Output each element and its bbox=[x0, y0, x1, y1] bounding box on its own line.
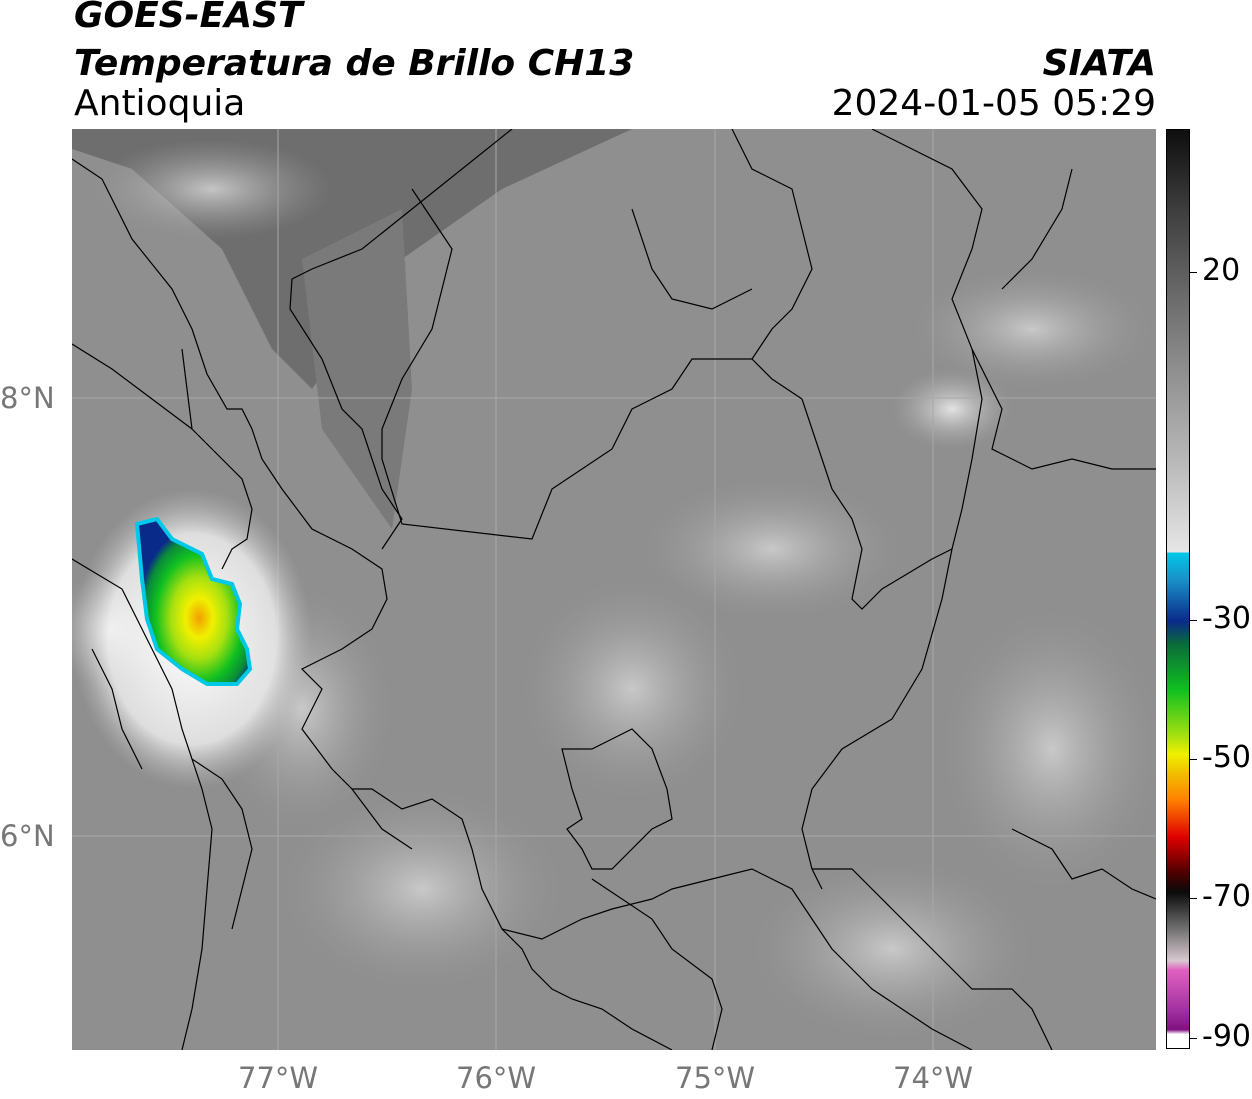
title-satellite: GOES-EAST bbox=[74, 0, 303, 36]
colorbar-label-minus70: -70 bbox=[1202, 879, 1251, 914]
colorbar-label-20: 20 bbox=[1202, 253, 1241, 288]
lon-label-77w: 77°W bbox=[238, 1061, 319, 1095]
title-product: Temperatura de Brillo CH13 bbox=[74, 43, 635, 84]
lon-label-74w: 74°W bbox=[893, 1061, 974, 1095]
lat-label-6n: 6°N bbox=[0, 819, 55, 853]
colorbar-label-minus50: -50 bbox=[1202, 740, 1251, 775]
map-canvas bbox=[72, 129, 1156, 1050]
brand-label: SIATA bbox=[1042, 43, 1156, 84]
colorbar-label-minus90: -90 bbox=[1202, 1019, 1251, 1054]
colorbar-label-minus30: -30 bbox=[1202, 601, 1251, 636]
convective-storm bbox=[134, 516, 253, 686]
lat-label-8n: 8°N bbox=[0, 381, 55, 415]
lon-label-76w: 76°W bbox=[456, 1061, 537, 1095]
map-panel[interactable] bbox=[72, 129, 1156, 1050]
datetime-label: 2024-01-05 05:29 bbox=[831, 83, 1156, 124]
lon-label-75w: 75°W bbox=[675, 1061, 756, 1095]
boundaries bbox=[72, 129, 1156, 1050]
colorbar bbox=[1166, 129, 1190, 1049]
title-region: Antioquia bbox=[74, 83, 246, 124]
